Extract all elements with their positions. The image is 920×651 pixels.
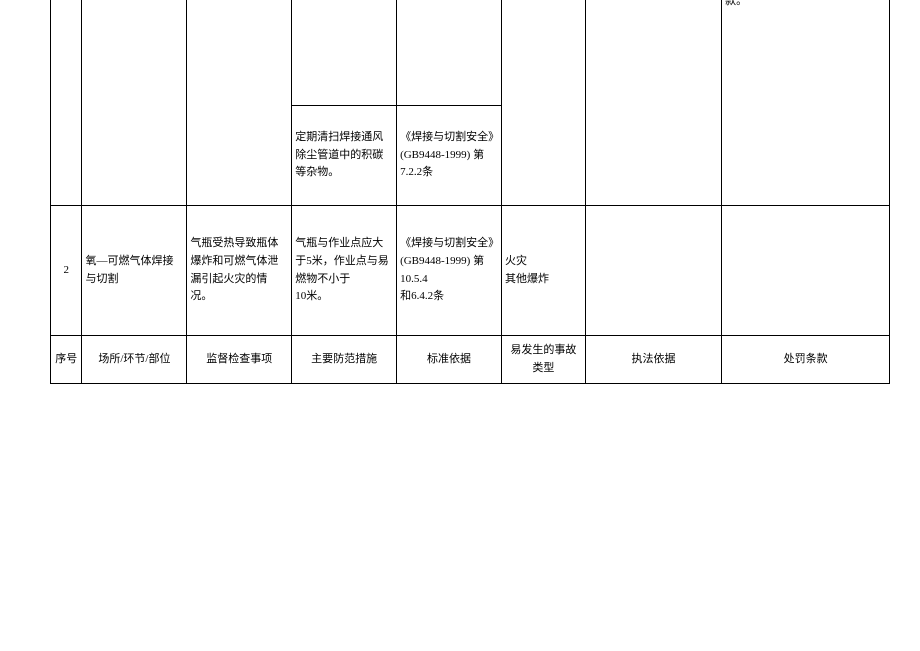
cell-place xyxy=(82,0,187,206)
cell-accident: 火灾其他爆炸 xyxy=(501,206,585,336)
cell-standard: 《焊接与切割安全》(GB9448-1999) 第10.5.4和6.4.2条 xyxy=(397,206,502,336)
cell-place: 氧—可燃气体焊接与切割 xyxy=(82,206,187,336)
header-measure: 主要防范措施 xyxy=(292,336,397,384)
cell-seq xyxy=(51,0,82,206)
header-check: 监督检查事项 xyxy=(187,336,292,384)
header-penalty: 处罚条款 xyxy=(722,336,890,384)
header-seq: 序号 xyxy=(51,336,82,384)
cell-check xyxy=(187,0,292,206)
header-law: 执法依据 xyxy=(585,336,721,384)
cell-seq: 2 xyxy=(51,206,82,336)
document-page: 处以一千元以上一万元以下的罚款。 定期清扫焊接通风除尘管道中的积碳等杂物。 《焊… xyxy=(0,0,920,651)
cell-measure: 定期清扫焊接通风除尘管道中的积碳等杂物。 xyxy=(292,106,397,206)
cell-measure-empty xyxy=(292,0,397,106)
cell-standard: 《焊接与切割安全》(GB9448-1999) 第7.2.2条 xyxy=(397,106,502,206)
table-row: 2 氧—可燃气体焊接与切割 气瓶受热导致瓶体爆炸和可燃气体泄漏引起火灾的情况。 … xyxy=(51,206,890,336)
cell-law xyxy=(585,0,721,206)
header-place: 场所/环节/部位 xyxy=(82,336,187,384)
cell-check: 气瓶受热导致瓶体爆炸和可燃气体泄漏引起火灾的情况。 xyxy=(187,206,292,336)
cell-law xyxy=(585,206,721,336)
cell-measure: 气瓶与作业点应大于5米，作业点与易燃物不小于10米。 xyxy=(292,206,397,336)
header-standard: 标准依据 xyxy=(397,336,502,384)
cell-penalty: 处以一千元以上一万元以下的罚款。 xyxy=(722,0,890,206)
cell-accident xyxy=(501,0,585,206)
table-row: 处以一千元以上一万元以下的罚款。 xyxy=(51,0,890,106)
cell-penalty xyxy=(722,206,890,336)
regulation-table: 处以一千元以上一万元以下的罚款。 定期清扫焊接通风除尘管道中的积碳等杂物。 《焊… xyxy=(50,0,890,384)
cell-standard-empty xyxy=(397,0,502,106)
header-accident: 易发生的事故类型 xyxy=(501,336,585,384)
table-header-row: 序号 场所/环节/部位 监督检查事项 主要防范措施 标准依据 易发生的事故类型 … xyxy=(51,336,890,384)
